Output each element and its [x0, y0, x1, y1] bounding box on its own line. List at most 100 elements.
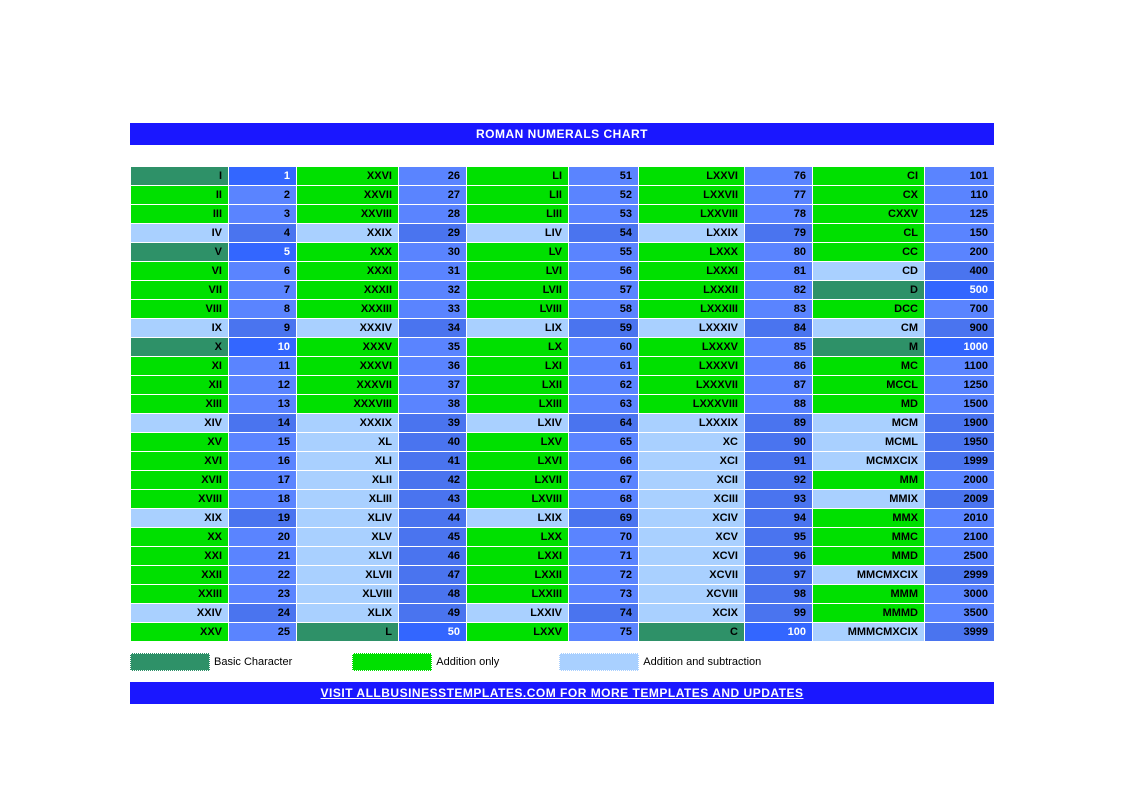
- roman-cell: XIV: [131, 414, 229, 433]
- roman-cell: MMCMXCIX: [813, 566, 925, 585]
- roman-cell: XCIV: [639, 509, 745, 528]
- roman-cell: XI: [131, 357, 229, 376]
- number-cell: 2100: [925, 528, 995, 547]
- number-cell: 61: [569, 357, 639, 376]
- number-cell: 2: [229, 186, 297, 205]
- legend-label-subtraction: Addition and subtraction: [643, 656, 761, 668]
- number-cell: 22: [229, 566, 297, 585]
- number-cell: 1500: [925, 395, 995, 414]
- roman-cell: V: [131, 243, 229, 262]
- roman-cell: MMMD: [813, 604, 925, 623]
- roman-cell: LII: [467, 186, 569, 205]
- number-cell: 1250: [925, 376, 995, 395]
- number-cell: 73: [569, 585, 639, 604]
- roman-cell: XXI: [131, 547, 229, 566]
- roman-cell: XLIX: [297, 604, 399, 623]
- roman-cell: D: [813, 281, 925, 300]
- roman-cell: MMM: [813, 585, 925, 604]
- roman-cell: LXXXIII: [639, 300, 745, 319]
- table-row: III3XXVIII28LIII53LXXVIII78CXXV125: [131, 205, 995, 224]
- number-cell: 87: [745, 376, 813, 395]
- number-cell: 83: [745, 300, 813, 319]
- number-cell: 67: [569, 471, 639, 490]
- table-row: XXI21XLVI46LXXI71XCVI96MMD2500: [131, 547, 995, 566]
- number-cell: 20: [229, 528, 297, 547]
- number-cell: 3000: [925, 585, 995, 604]
- table-row: XIII13XXXVIII38LXIII63LXXXVIII88MD1500: [131, 395, 995, 414]
- number-cell: 91: [745, 452, 813, 471]
- number-cell: 92: [745, 471, 813, 490]
- number-cell: 46: [399, 547, 467, 566]
- roman-cell: MC: [813, 357, 925, 376]
- number-cell: 33: [399, 300, 467, 319]
- number-cell: 36: [399, 357, 467, 376]
- roman-cell: XXIX: [297, 224, 399, 243]
- table-row: XIX19XLIV44LXIX69XCIV94MMX2010: [131, 509, 995, 528]
- roman-cell: LVII: [467, 281, 569, 300]
- number-cell: 63: [569, 395, 639, 414]
- number-cell: 62: [569, 376, 639, 395]
- roman-cell: DCC: [813, 300, 925, 319]
- roman-cell: XLVII: [297, 566, 399, 585]
- table-row: IV4XXIX29LIV54LXXIX79CL150: [131, 224, 995, 243]
- number-cell: 1950: [925, 433, 995, 452]
- roman-cell: XXXV: [297, 338, 399, 357]
- number-cell: 48: [399, 585, 467, 604]
- roman-cell: MCM: [813, 414, 925, 433]
- number-cell: 69: [569, 509, 639, 528]
- number-cell: 86: [745, 357, 813, 376]
- number-cell: 21: [229, 547, 297, 566]
- table-row: II2XXVII27LII52LXXVII77CX110: [131, 186, 995, 205]
- roman-cell: XCI: [639, 452, 745, 471]
- roman-cell: LVI: [467, 262, 569, 281]
- roman-cell: LX: [467, 338, 569, 357]
- number-cell: 32: [399, 281, 467, 300]
- table-row: XV15XL40LXV65XC90MCML1950: [131, 433, 995, 452]
- number-cell: 12: [229, 376, 297, 395]
- number-cell: 6: [229, 262, 297, 281]
- roman-cell: XX: [131, 528, 229, 547]
- number-cell: 53: [569, 205, 639, 224]
- roman-numerals-table: I1XXVI26LI51LXXVI76CI101II2XXVII27LII52L…: [130, 166, 995, 642]
- number-cell: 74: [569, 604, 639, 623]
- number-cell: 2010: [925, 509, 995, 528]
- number-cell: 19: [229, 509, 297, 528]
- number-cell: 42: [399, 471, 467, 490]
- roman-cell: LXXXVIII: [639, 395, 745, 414]
- number-cell: 52: [569, 186, 639, 205]
- roman-cell: LXVI: [467, 452, 569, 471]
- roman-cell: LXX: [467, 528, 569, 547]
- roman-cell: L: [297, 623, 399, 642]
- page: ROMAN NUMERALS CHART I1XXVI26LI51LXXVI76…: [0, 0, 1124, 795]
- table-row: V5XXX30LV55LXXX80CC200: [131, 243, 995, 262]
- roman-cell: LXXIX: [639, 224, 745, 243]
- number-cell: 10: [229, 338, 297, 357]
- roman-cell: LXIX: [467, 509, 569, 528]
- number-cell: 59: [569, 319, 639, 338]
- roman-cell: LXXXIV: [639, 319, 745, 338]
- footer-link-bar[interactable]: VISIT ALLBUSINESSTEMPLATES.COM FOR MORE …: [130, 682, 994, 704]
- legend-swatch-subtraction: [559, 653, 639, 671]
- roman-cell: CX: [813, 186, 925, 205]
- roman-cell: I: [131, 167, 229, 186]
- number-cell: 58: [569, 300, 639, 319]
- number-cell: 150: [925, 224, 995, 243]
- table-row: VIII8XXXIII33LVIII58LXXXIII83DCC700: [131, 300, 995, 319]
- table-row: XVI16XLI41LXVI66XCI91MCMXCIX1999: [131, 452, 995, 471]
- number-cell: 14: [229, 414, 297, 433]
- table-row: X10XXXV35LX60LXXXV85M1000: [131, 338, 995, 357]
- table-row: XXII22XLVII47LXXII72XCVII97MMCMXCIX2999: [131, 566, 995, 585]
- legend-swatch-basic: [130, 653, 210, 671]
- number-cell: 17: [229, 471, 297, 490]
- number-cell: 44: [399, 509, 467, 528]
- number-cell: 1999: [925, 452, 995, 471]
- roman-cell: XXXVII: [297, 376, 399, 395]
- roman-cell: X: [131, 338, 229, 357]
- number-cell: 94: [745, 509, 813, 528]
- roman-cell: XLII: [297, 471, 399, 490]
- roman-cell: XXVI: [297, 167, 399, 186]
- number-cell: 30: [399, 243, 467, 262]
- number-cell: 89: [745, 414, 813, 433]
- number-cell: 37: [399, 376, 467, 395]
- number-cell: 84: [745, 319, 813, 338]
